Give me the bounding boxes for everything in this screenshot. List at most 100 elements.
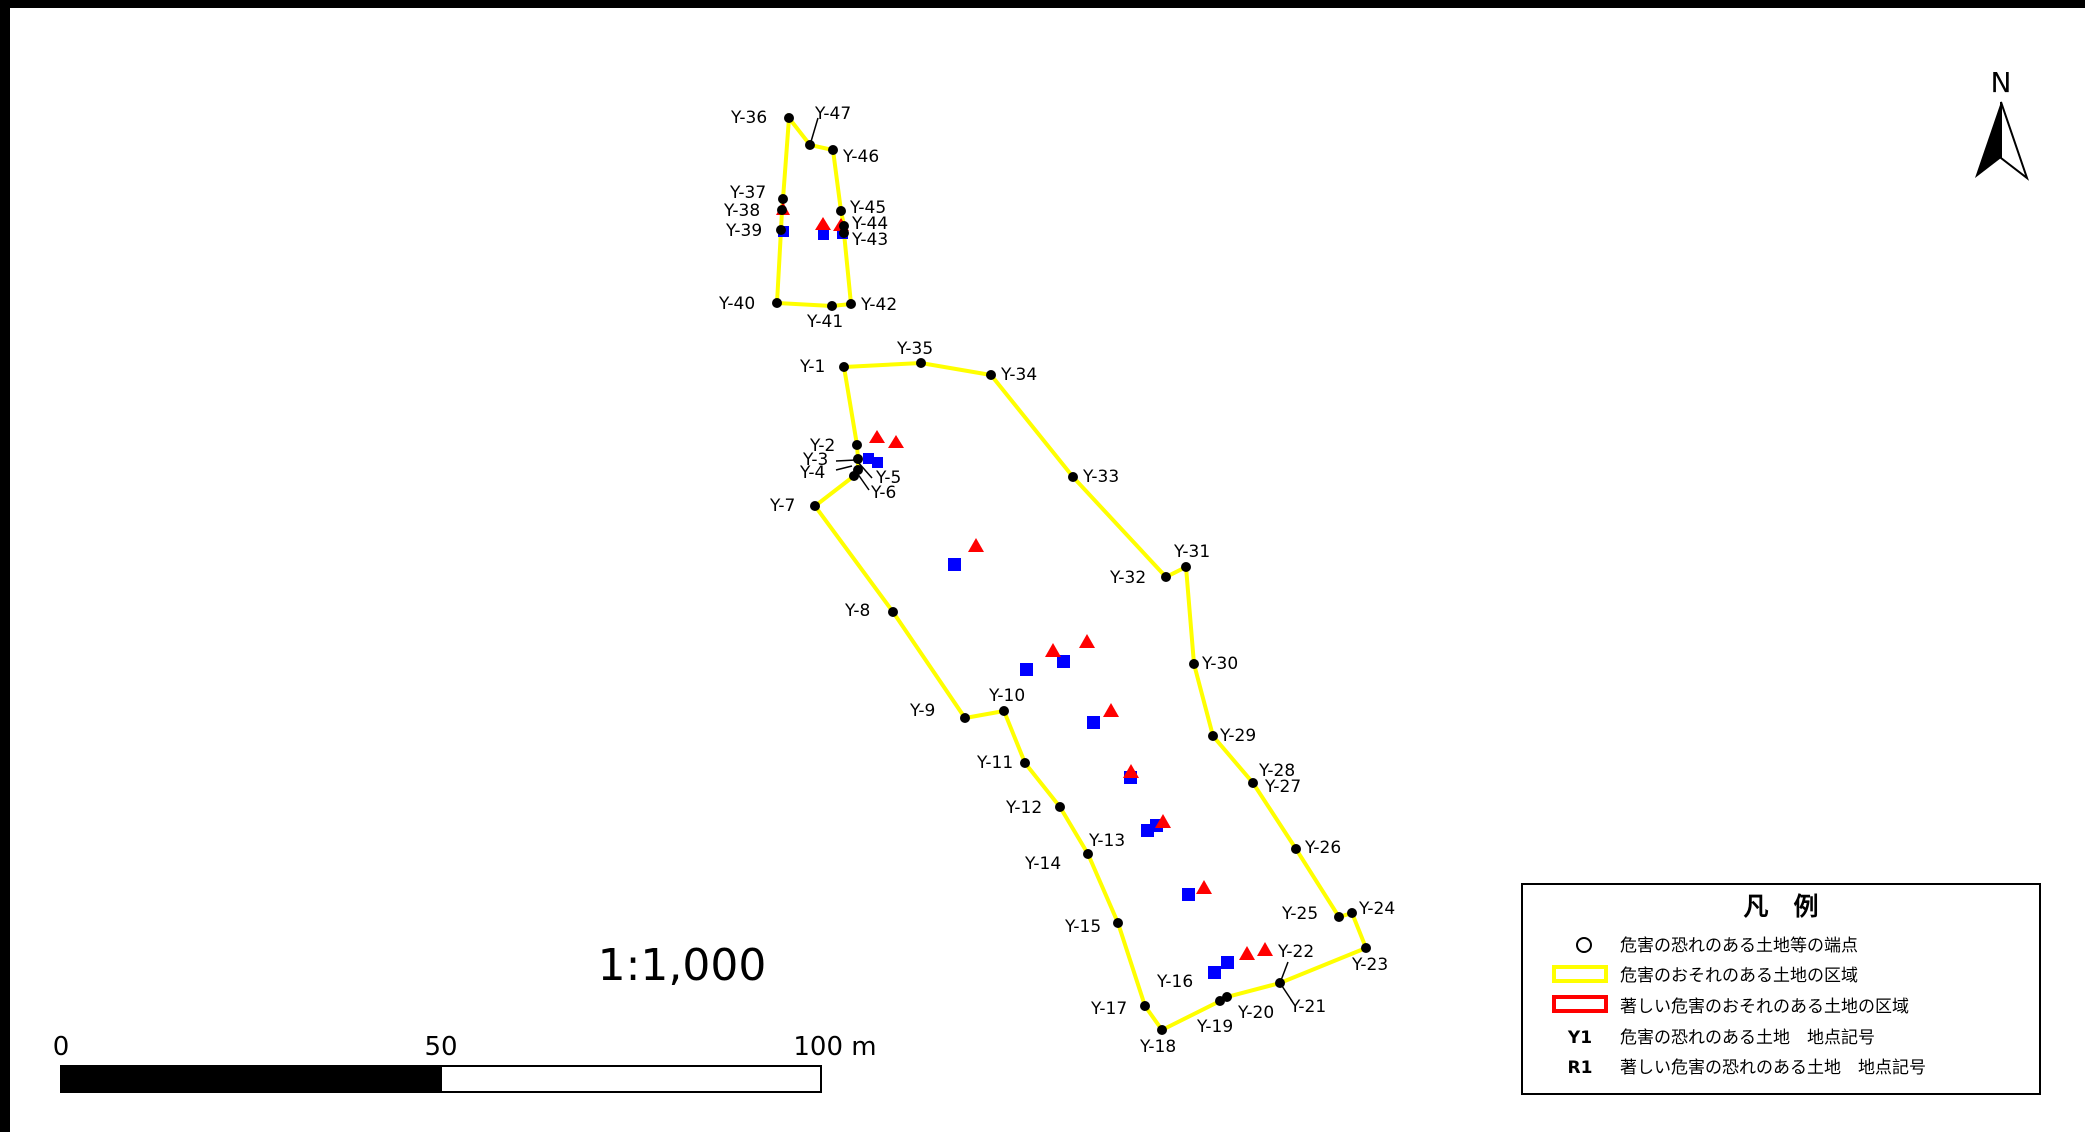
point-label: Y-33 [1082,467,1119,487]
point-label: Y-3 [802,450,828,470]
point-label: Y-30 [1201,654,1238,674]
vertex-dot-icon [999,706,1009,716]
legend-label: 危害の恐れのある土地等の端点 [1620,936,1858,956]
point-label: Y-22 [1277,942,1314,962]
scale-ratio: 1:1,000 [598,940,767,991]
top-strip-dividers [314,0,1401,8]
point-label: Y-41 [806,312,843,332]
yellow-area-swatch [1552,965,1608,983]
legend-label: 危害のおそれのある土地の区域 [1620,966,1858,986]
point-label: Y-37 [729,183,766,203]
vertex-dot-icon [839,362,849,372]
blue-square-icon [1087,716,1100,729]
vertex-dot-icon [778,194,788,204]
point-label: Y-2 [809,436,835,456]
point-label: Y-44 [851,214,888,234]
point-label: Y-7 [769,496,795,516]
point-label: Y-5 [875,468,901,488]
point-label: Y-16 [1156,972,1193,992]
point-label: Y-46 [842,147,879,167]
vertex-dot-icon [1347,908,1357,918]
vertex-dot-icon [852,440,862,450]
vertex-dot-icon [960,713,970,723]
point-label: Y-39 [725,221,762,241]
red-triangle-icon [1239,946,1255,960]
vertex-dot-icon [839,221,849,231]
blue-square-icon [863,453,874,464]
legend-title: 凡 例 [1743,892,1818,921]
map-border-left [0,0,10,1132]
point-label: Y-24 [1358,899,1395,919]
point-label: Y-45 [849,198,886,218]
legend: 凡 例 危害の恐れのある土地等の端点 危害のおそれのある土地の区域 著しい危害の… [1521,883,2041,1095]
blue-square-icon [1208,966,1221,979]
vertex-dot-icon [1334,912,1344,922]
point-label: Y-14 [1024,854,1061,874]
point-label: Y-29 [1219,726,1256,746]
vertex-dot-icon [849,471,859,481]
vertex-dot-icon [1161,572,1171,582]
point-label: Y-28 [1258,761,1295,781]
red-triangle-icon [1045,643,1061,657]
vertex-dot-icon [828,145,838,155]
point-label: Y-20 [1237,1003,1274,1023]
red-triangle-icon [1257,942,1273,956]
vertex-dot-icon [1361,943,1371,953]
blue-square-icon [1057,655,1070,668]
vertex-dot-icon [888,607,898,617]
blue-square-icon [1020,663,1033,676]
point-label: Y-43 [851,230,888,250]
vertex-dot-icon [1140,1001,1150,1011]
vertex-dot-icon [1113,918,1123,928]
vertex-dot-icon [839,228,849,238]
point-label: Y-34 [1000,365,1037,385]
legend-label: 著しい危害のおそれのある土地の区域 [1620,997,1909,1017]
blue-square-icon [1221,956,1234,969]
point-label: Y-9 [909,701,935,721]
vertex-dot-icon [1181,562,1191,572]
vertex-dot-icon [836,206,846,216]
legend-symbol: R1 [1568,1058,1593,1078]
vertex-dot-icon [986,370,996,380]
scale-bar-white-segment [440,1065,822,1093]
point-label: Y-40 [718,294,755,314]
red-triangle-icon [1196,880,1212,894]
point-label: Y-36 [730,108,767,128]
north-label: N [1991,66,2012,99]
vertex-dot-icon [827,301,837,311]
map-border-top [0,0,2085,8]
vertex-dot-icon [1020,758,1030,768]
vertex-dot-icon [1083,849,1093,859]
blue-square-icon [948,558,961,571]
vertex-points [772,113,1371,1035]
point-label: Y-25 [1281,904,1318,924]
legend-label: 著しい危害の恐れのある土地 地点記号 [1620,1058,1926,1078]
red-triangle-icon [1123,764,1139,778]
vertex-dot-icon [776,225,786,235]
vertex-dot-icon [1248,778,1258,788]
scale-bar-black-segment [60,1065,442,1093]
red-triangle-icon [968,538,984,552]
point-label: Y-47 [814,104,851,124]
legend-label: 危害の恐れのある土地 地点記号 [1620,1028,1875,1048]
point-label: Y-13 [1088,831,1125,851]
point-labels: Y-1 Y-2 Y-3 Y-4 Y-5 Y-6 Y-7 Y-8 Y-9 Y-10… [718,104,1395,1057]
vertex-dot-icon [1068,472,1078,482]
legend-box [1521,883,2041,1095]
red-triangle-markers [776,202,1273,960]
point-label: Y-42 [860,295,897,315]
point-label: Y-10 [988,686,1025,706]
point-label: Y-26 [1304,838,1341,858]
red-triangle-icon [815,217,831,230]
scale-tick-label: 100 m [793,1032,876,1062]
point-label: Y-32 [1109,568,1146,588]
legend-symbol: Y1 [1567,1028,1592,1048]
vertex-dot-icon [1275,978,1285,988]
point-label: Y-4 [799,463,825,483]
point-label: Y-17 [1090,999,1127,1019]
red-triangle-icon [888,435,904,448]
blue-square-icon [1182,888,1195,901]
vertex-dot-icon [810,501,820,511]
red-triangle-icon [1079,634,1095,648]
